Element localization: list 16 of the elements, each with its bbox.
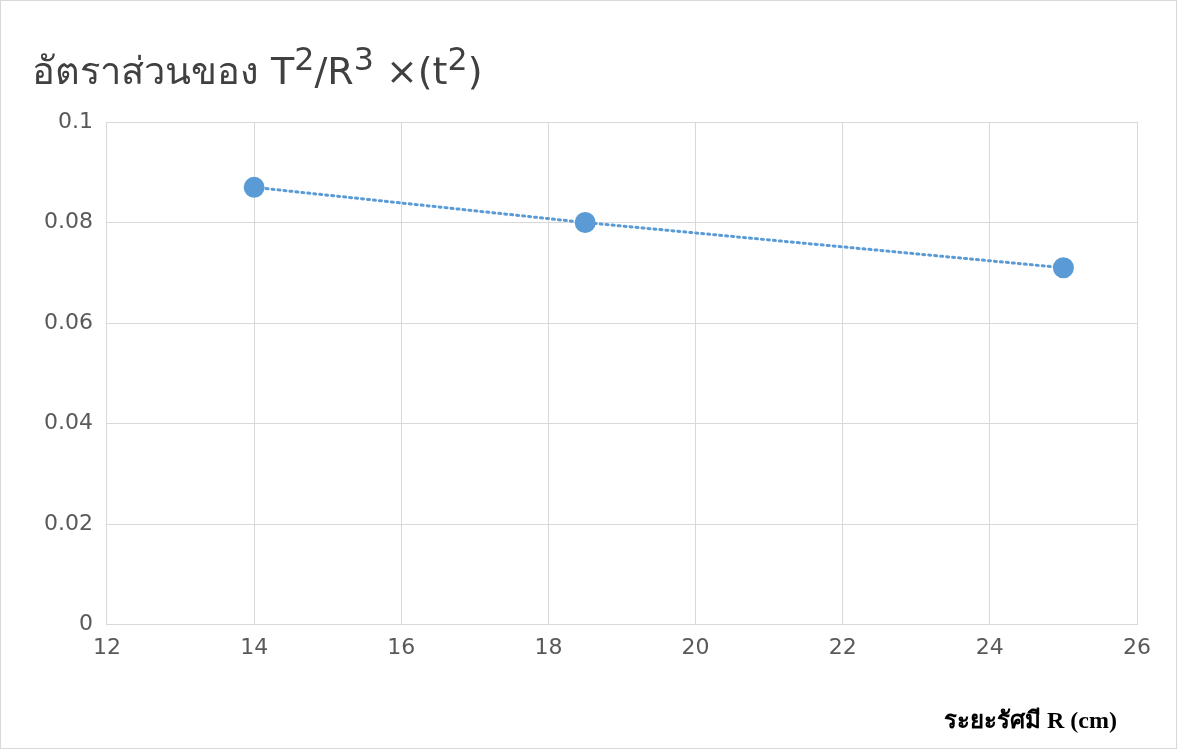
x-tick-label: 18	[534, 633, 563, 659]
x-tick-label: 20	[681, 633, 710, 659]
y-tick-label: 0.1	[57, 107, 93, 133]
x-tick-label: 26	[1123, 633, 1151, 659]
x-tick-label: 22	[828, 633, 857, 659]
x-tick-label: 14	[240, 633, 269, 659]
y-tick-label: 0.06	[44, 308, 93, 334]
y-tick-label: 0	[78, 610, 93, 636]
y-tick-label: 0.04	[44, 409, 93, 435]
chart-title: อัตราส่วนของ T$^{2}$/R$^{3}$ ×(t$^{2}$)	[32, 40, 483, 95]
x-tick-label: 12	[92, 633, 121, 659]
x-tick-label: 16	[387, 633, 416, 659]
y-tick-label: 0.02	[44, 509, 93, 535]
x-tick-label: 24	[975, 633, 1004, 659]
y-tick-label: 0.08	[44, 208, 93, 234]
x-axis-title: ระยะรัศมี R (cm)	[944, 706, 1117, 735]
